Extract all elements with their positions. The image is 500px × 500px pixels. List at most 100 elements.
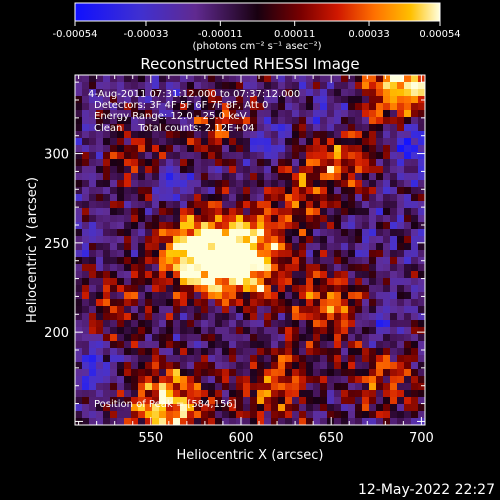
heatmap-cell <box>124 320 132 328</box>
heatmap-cell <box>243 376 251 384</box>
heatmap-cell <box>320 229 328 237</box>
heatmap-cell <box>341 89 349 97</box>
heatmap-cell <box>383 215 391 223</box>
heatmap-cell <box>250 369 258 377</box>
heatmap-cell <box>159 166 167 174</box>
heatmap-cell <box>334 250 342 258</box>
heatmap-cell <box>103 180 111 188</box>
heatmap-cell <box>390 180 398 188</box>
heatmap-cell <box>264 411 272 419</box>
heatmap-cell <box>187 397 195 405</box>
heatmap-cell <box>180 215 188 223</box>
heatmap-cell <box>397 180 405 188</box>
heatmap-cell <box>264 341 272 349</box>
heatmap-cell <box>159 201 167 209</box>
heatmap-cell <box>334 313 342 321</box>
heatmap-cell <box>313 348 321 356</box>
heatmap-cell <box>341 159 349 167</box>
heatmap-cell <box>194 131 202 139</box>
heatmap-cell <box>124 397 132 405</box>
heatmap-cell <box>285 89 293 97</box>
heatmap-cell <box>138 348 146 356</box>
heatmap-cell <box>208 278 216 286</box>
heatmap-cell <box>201 278 209 286</box>
heatmap-cell <box>124 306 132 314</box>
heatmap-cell <box>250 383 258 391</box>
heatmap-cell <box>299 376 307 384</box>
heatmap-cell <box>124 292 132 300</box>
heatmap-cell <box>320 215 328 223</box>
heatmap-cell <box>320 110 328 118</box>
heatmap-cell <box>75 236 83 244</box>
heatmap-cell <box>341 355 349 363</box>
heatmap-cell <box>180 180 188 188</box>
heatmap-cell <box>341 313 349 321</box>
heatmap-cell <box>75 194 83 202</box>
heatmap-cell <box>313 334 321 342</box>
heatmap-cell <box>89 117 97 125</box>
heatmap-cell <box>131 411 139 419</box>
heatmap-cell <box>208 306 216 314</box>
heatmap-cell <box>299 173 307 181</box>
heatmap-cell <box>82 257 90 265</box>
heatmap-cell <box>390 159 398 167</box>
heatmap-cell <box>271 341 279 349</box>
heatmap-cell <box>138 145 146 153</box>
heatmap-cell <box>194 362 202 370</box>
heatmap-cell <box>96 397 104 405</box>
heatmap-cell <box>390 355 398 363</box>
heatmap-cell <box>89 187 97 195</box>
heatmap-cell <box>243 166 251 174</box>
heatmap-cell <box>376 264 384 272</box>
heatmap-cell <box>271 89 279 97</box>
heatmap-cell <box>173 222 181 230</box>
heatmap-cell <box>327 89 335 97</box>
heatmap-cell <box>320 397 328 405</box>
heatmap-cell <box>152 208 160 216</box>
heatmap-cell <box>404 292 412 300</box>
heatmap-cell <box>243 257 251 265</box>
heatmap-cell <box>334 376 342 384</box>
heatmap-cell <box>397 138 405 146</box>
heatmap-cell <box>369 292 377 300</box>
heatmap-cell <box>215 292 223 300</box>
heatmap-cell <box>313 271 321 279</box>
heatmap-cell <box>369 222 377 230</box>
heatmap-cell <box>250 341 258 349</box>
heatmap-cell <box>145 159 153 167</box>
heatmap-cell <box>334 397 342 405</box>
heatmap-cell <box>292 285 300 293</box>
heatmap-cell <box>257 355 265 363</box>
heatmap-cell <box>383 397 391 405</box>
heatmap-cell <box>334 264 342 272</box>
heatmap-cell <box>96 75 104 83</box>
heatmap-cell <box>299 138 307 146</box>
heatmap-cell <box>376 159 384 167</box>
heatmap-cell <box>369 390 377 398</box>
heatmap-cell <box>271 348 279 356</box>
heatmap-cell <box>271 201 279 209</box>
heatmap-cell <box>138 96 146 104</box>
heatmap-cell <box>236 236 244 244</box>
heatmap-cell <box>376 348 384 356</box>
heatmap-cell <box>306 117 314 125</box>
colorbar: -0.00054 -0.00033 -0.00011 0.00011 0.00033 0.… <box>53 2 461 52</box>
heatmap-cell <box>124 418 132 425</box>
heatmap-cell <box>166 348 174 356</box>
heatmap-cell <box>131 110 139 118</box>
heatmap-cell <box>278 138 286 146</box>
heatmap-cell <box>124 96 132 104</box>
heatmap-cell <box>411 355 419 363</box>
heatmap-cell <box>292 299 300 307</box>
heatmap-cell <box>110 257 118 265</box>
heatmap-cell <box>103 278 111 286</box>
heatmap-cell <box>194 180 202 188</box>
heatmap-cell <box>341 215 349 223</box>
heatmap-cell <box>208 313 216 321</box>
heatmap-cell <box>369 285 377 293</box>
heatmap-cell <box>348 82 356 90</box>
heatmap-cell <box>369 229 377 237</box>
heatmap-cell <box>327 250 335 258</box>
heatmap-cell <box>334 194 342 202</box>
heatmap-cell <box>222 180 230 188</box>
